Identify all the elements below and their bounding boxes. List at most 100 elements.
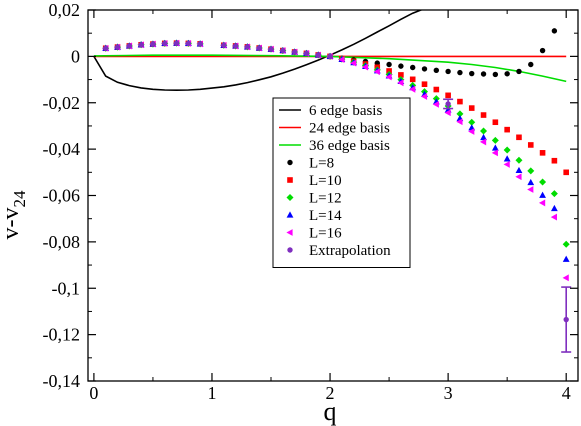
data-point-6-7 [173,40,180,46]
data-point-1-35 [516,68,522,75]
x-tick-label: 2 [326,383,335,403]
data-point-1-26 [409,64,416,71]
data-point-1-34 [504,71,510,77]
legend-label: Extrapolation [309,243,391,259]
data-point-1-37 [539,47,546,54]
y-tick-label: -0,08 [43,232,81,252]
chart-axes: 0 1 2 3 4 0,02 0 -0,02 -0,04 -0,06 -0,08 -0,1 -0,12 -… [43,0,579,403]
data-point-6-12 [244,44,251,50]
data-point-6-21 [563,316,569,323]
data-point-5-38 [550,213,557,221]
data-point-6-14 [268,46,274,52]
x-tick-label: 0 [89,383,98,403]
plot-content [93,10,572,353]
data-point-5-24 [385,73,392,81]
data-point-1-25 [398,63,404,69]
data-point-5-26 [409,85,416,93]
data-point-4-39 [562,255,570,262]
data-point-6-8 [185,40,192,47]
data-point-3-30 [456,110,464,118]
x-axis-title: q [324,397,337,426]
data-point-1-31 [469,70,475,77]
data-point-6-2 [114,44,121,50]
data-point-1-38 [551,28,558,34]
data-point-2-26 [409,76,416,83]
data-point-2-29 [445,92,451,99]
data-point-2-34 [504,126,510,133]
line-series-1 [93,10,424,92]
data-point-3-39 [562,240,570,248]
data-point-1-23 [374,60,380,66]
data-point-2-38 [551,157,558,164]
y-tick-label: -0,02 [43,93,81,113]
data-point-6-17 [303,50,310,57]
data-point-2-28 [433,86,440,93]
data-point-5-25 [397,79,404,87]
data-point-6-1 [103,45,109,51]
data-point-1-36 [528,61,534,68]
data-point-2-39 [563,169,569,176]
data-point-1-32 [480,71,487,77]
data-point-3-31 [468,118,476,126]
x-tick-label: 3 [444,383,453,403]
legend-marker-swatch [286,229,293,236]
y-axis-title-main: v-v [0,208,24,240]
data-point-5-34 [503,161,510,168]
data-point-1-28 [433,67,440,73]
data-point-6-18 [315,52,321,58]
legend-label: L=16 [309,226,342,242]
data-point-6-13 [256,45,262,51]
legend-label: 6 edge basis [309,103,382,119]
data-point-3-36 [527,167,535,175]
data-point-5-31 [468,128,475,135]
legend-label: L=10 [309,173,342,189]
data-point-5-27 [420,93,428,100]
data-point-6-11 [232,43,239,49]
data-point-5-36 [527,186,534,193]
y-tick-label: 0,02 [49,0,81,20]
data-point-3-32 [480,127,488,135]
chart-plot-layer [93,10,572,353]
data-point-5-23 [373,68,380,76]
data-point-4-36 [527,178,535,186]
y-tick-label: -0,04 [43,139,81,159]
data-point-4-37 [539,191,546,198]
data-point-1-30 [457,69,463,76]
data-point-3-33 [491,136,499,144]
data-point-5-37 [538,199,546,207]
y-tick-label: -0,14 [43,371,81,391]
legend-marker-swatch [286,211,294,218]
data-point-2-37 [539,150,546,156]
legend-marker-swatch [287,177,293,183]
y-tick-label: -0,12 [43,325,81,345]
data-point-1-33 [492,71,499,78]
data-point-2-35 [516,134,522,141]
data-point-5-21 [350,59,357,67]
data-point-5-39 [562,274,569,282]
data-point-5-32 [479,138,487,146]
data-point-4-32 [480,133,487,141]
data-point-2-30 [457,98,463,105]
data-point-2-25 [398,72,404,78]
data-point-5-33 [491,149,498,157]
y-tick-label: -0,1 [52,278,81,298]
data-point-2-36 [527,142,534,148]
data-point-2-33 [492,119,499,126]
data-point-6-15 [280,47,286,54]
data-point-3-38 [550,190,558,198]
data-point-1-24 [386,61,392,68]
data-point-5-35 [515,173,522,181]
data-point-5-22 [361,63,369,71]
legend-label: L=12 [309,191,342,207]
data-point-3-37 [539,178,547,186]
legend-label: 36 edge basis [309,138,390,154]
y-tick-label: -0,06 [43,186,81,206]
data-point-5-30 [456,118,463,126]
data-point-6-5 [150,41,156,47]
data-point-4-35 [515,166,523,174]
data-point-6-16 [291,49,298,55]
data-point-5-29 [444,109,451,117]
data-point-6-9 [197,41,203,47]
